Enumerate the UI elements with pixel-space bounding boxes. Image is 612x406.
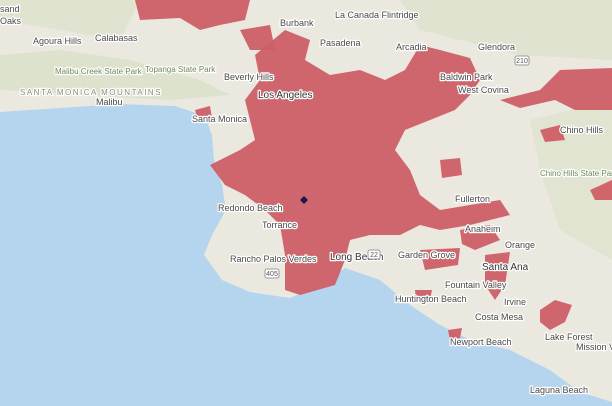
region — [590, 180, 612, 200]
road-label: 210 — [516, 58, 528, 65]
place-label: Torrance — [262, 220, 297, 230]
hills — [400, 0, 612, 60]
place-label: sand — [0, 4, 20, 14]
place-label: Santa Ana — [482, 262, 529, 273]
place-label: Santa Monica — [192, 114, 247, 124]
region — [240, 25, 275, 50]
region — [500, 68, 612, 110]
road-shield — [367, 249, 381, 260]
road-shield — [514, 55, 530, 66]
park-label: Chino Hills State Park — [540, 169, 612, 178]
region — [460, 225, 500, 250]
place-label: Pasadena — [320, 38, 361, 48]
mountain-label: SANTA MONICA MOUNTAINS — [20, 88, 162, 97]
place-label: Mission Viejo — [576, 342, 612, 352]
place-label: Anaheim — [465, 224, 501, 234]
place-label: Agoura Hills — [33, 36, 82, 46]
place-label: Garden Grove — [398, 250, 455, 260]
place-label: Orange — [505, 240, 535, 250]
highlighted-areas — [135, 0, 612, 340]
place-label: Redondo Beach — [218, 203, 283, 213]
ocean — [0, 104, 612, 406]
region — [448, 328, 462, 340]
place-label: La Canada Flintridge — [335, 10, 419, 20]
region — [415, 290, 432, 302]
park-label: Topanga State Park — [145, 65, 216, 74]
place-label: Lake Forest — [545, 332, 593, 342]
place-label: Huntington Beach — [395, 294, 467, 304]
road-shield — [264, 268, 280, 279]
place-label: Rancho Palos Verdes — [230, 254, 317, 264]
place-label: Glendora — [478, 42, 515, 52]
place-label: Beverly Hills — [224, 72, 274, 82]
region — [540, 300, 572, 330]
place-label: Arcadia — [396, 42, 427, 52]
region — [485, 252, 510, 300]
place-label: Malibu — [96, 97, 123, 107]
region — [540, 125, 565, 142]
region — [440, 158, 462, 178]
region — [135, 0, 250, 30]
place-label: Calabasas — [95, 33, 138, 43]
place-label: Costa Mesa — [475, 312, 523, 322]
place-label: Baldwin Park — [440, 72, 493, 82]
hills — [0, 0, 140, 40]
road-label: 22 — [370, 252, 378, 259]
location-marker — [300, 196, 308, 204]
region — [195, 106, 212, 120]
place-label: West Covina — [458, 85, 509, 95]
park-label: Malibu Creek State Park — [55, 67, 143, 76]
place-label: Newport Beach — [450, 337, 512, 347]
mountains — [0, 50, 230, 100]
place-label: Los Angeles — [258, 90, 313, 101]
region — [420, 248, 460, 270]
region — [210, 30, 510, 295]
place-label: Fullerton — [455, 194, 490, 204]
place-label: Chino Hills — [560, 125, 604, 135]
place-label: Laguna Beach — [530, 385, 588, 395]
place-label: Burbank — [280, 18, 314, 28]
place-label: Irvine — [504, 297, 526, 307]
place-label: Oaks — [0, 16, 22, 26]
place-label: Fountain Valley — [445, 280, 507, 290]
road-label: 405 — [266, 271, 278, 278]
